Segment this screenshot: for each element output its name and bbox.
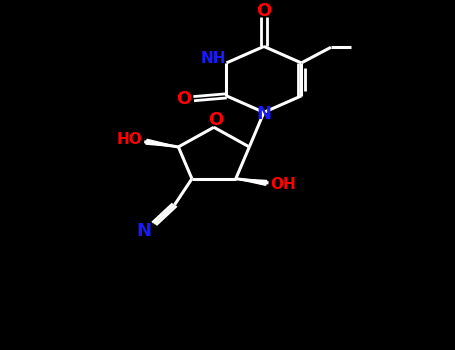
Text: OH: OH [270,177,296,192]
Text: NH: NH [201,51,227,66]
Text: O: O [256,2,272,20]
Polygon shape [146,139,178,147]
Polygon shape [236,179,267,185]
Text: O: O [176,90,191,108]
Text: N: N [257,105,271,123]
Text: N: N [136,223,152,240]
Text: O: O [208,111,224,129]
Text: HO: HO [117,133,142,147]
